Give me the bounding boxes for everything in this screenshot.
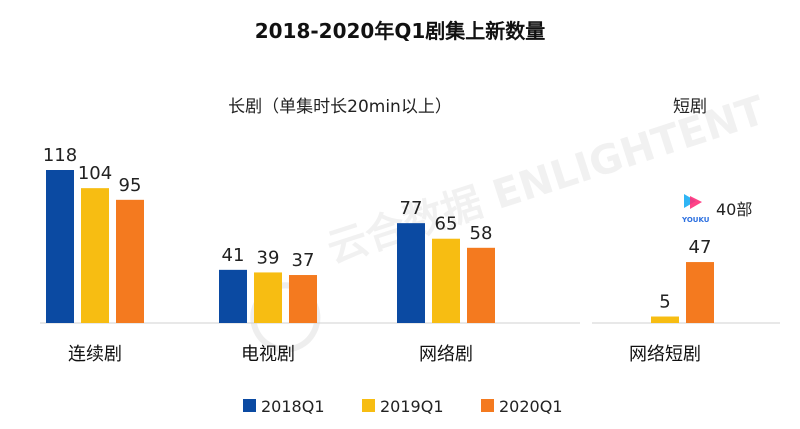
legend-label-2020Q1: 2020Q1 xyxy=(499,397,563,416)
category-label-网络剧: 网络剧 xyxy=(419,344,473,365)
data-label-网络剧-2018Q1: 77 xyxy=(400,198,423,219)
data-label-连续剧-2020Q1: 95 xyxy=(119,175,142,196)
data-label-电视剧-2018Q1: 41 xyxy=(222,245,245,266)
bar-连续剧-2020Q1 xyxy=(116,199,144,323)
legend-swatch-2019Q1 xyxy=(362,399,375,412)
data-label-网络短剧-2019Q1: 5 xyxy=(659,292,670,313)
legend-label-2018Q1: 2018Q1 xyxy=(261,397,325,416)
section-label-short-drama: 短剧 xyxy=(673,97,707,117)
chart-title: 2018-2020年Q1剧集上新数量 xyxy=(255,19,546,43)
bar-电视剧-2019Q1 xyxy=(254,272,282,323)
category-label-连续剧: 连续剧 xyxy=(68,344,122,365)
bar-网络剧-2019Q1 xyxy=(432,238,460,323)
youku-logo-text: YOUKU xyxy=(681,216,710,224)
bar-网络短剧-2020Q1 xyxy=(686,262,714,323)
category-label-电视剧: 电视剧 xyxy=(241,344,295,365)
youku-annotation: YOUKU 40部 xyxy=(681,194,752,224)
annotation-text: 40部 xyxy=(716,200,752,219)
bar-网络剧-2020Q1 xyxy=(467,247,495,323)
bar-电视剧-2020Q1 xyxy=(289,275,317,323)
section-label-long-drama: 长剧（单集时长20min以上） xyxy=(228,97,452,117)
bar-连续剧-2018Q1 xyxy=(46,170,74,323)
data-label-网络剧-2019Q1: 65 xyxy=(435,214,458,235)
legend-swatch-2020Q1 xyxy=(481,399,494,412)
data-label-电视剧-2020Q1: 37 xyxy=(292,250,315,271)
data-label-连续剧-2019Q1: 104 xyxy=(78,163,112,184)
bar-电视剧-2018Q1 xyxy=(219,269,247,323)
data-label-电视剧-2019Q1: 39 xyxy=(257,247,280,268)
bar-网络短剧-2019Q1 xyxy=(651,316,679,323)
legend: 2018Q1 2019Q1 2020Q1 xyxy=(243,397,563,416)
data-label-连续剧-2018Q1: 118 xyxy=(43,145,77,166)
legend-label-2019Q1: 2019Q1 xyxy=(380,397,444,416)
bar-网络剧-2018Q1 xyxy=(397,223,425,323)
legend-swatch-2018Q1 xyxy=(243,399,256,412)
data-label-网络短剧-2020Q1: 47 xyxy=(689,237,712,258)
data-label-网络剧-2020Q1: 58 xyxy=(470,223,493,244)
category-label-网络短剧: 网络短剧 xyxy=(629,344,701,365)
youku-icon xyxy=(684,194,702,209)
bar-连续剧-2019Q1 xyxy=(81,188,109,323)
